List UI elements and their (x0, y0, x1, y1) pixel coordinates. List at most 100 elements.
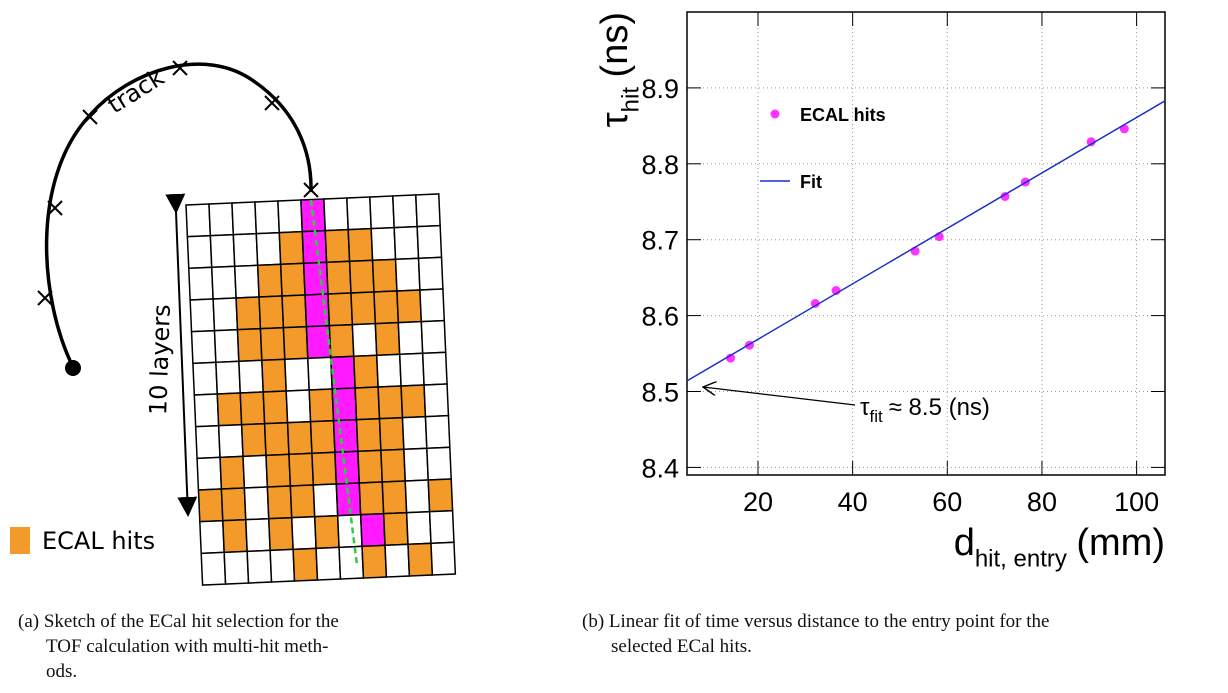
grid-cell (374, 321, 401, 357)
grid-cell (427, 478, 454, 513)
label-part: (ns) (594, 12, 636, 77)
grid-cell (255, 231, 282, 267)
grid-cell (359, 512, 386, 548)
grid-cell (313, 514, 340, 550)
grid-cell (220, 487, 247, 522)
grid-cell (351, 322, 378, 358)
x-tick-label: 80 (1027, 487, 1057, 517)
grid-cell (375, 353, 402, 388)
y-tick-label: 8.4 (641, 453, 679, 483)
track-start (65, 360, 81, 376)
y-axis-label: τhit (ns) (594, 12, 644, 127)
grid-cell (377, 385, 404, 420)
label-part: hit, entry (975, 545, 1067, 572)
y-tick-label: 8.5 (641, 378, 679, 408)
grid-cell (213, 328, 240, 364)
point (1086, 137, 1096, 147)
grid-cell (323, 197, 350, 232)
grid-cell (394, 257, 421, 292)
grid-cell (281, 294, 308, 329)
grid-cell (302, 261, 329, 296)
grid-cell (421, 351, 448, 386)
grid-cell (246, 549, 273, 584)
x-tick-label: 60 (932, 487, 962, 517)
caption-line: selected ECal hits. (611, 636, 752, 657)
grid-cell (219, 455, 246, 490)
legend-label: ECAL hits (800, 105, 886, 125)
grid-cell (405, 510, 432, 546)
grid-cell (407, 542, 434, 577)
grid-cell (223, 550, 250, 585)
legend-swatch (10, 527, 30, 554)
grid-cell (392, 194, 418, 229)
grid-cell (285, 389, 312, 424)
grid-cell (369, 195, 395, 230)
label-part: hit (617, 87, 644, 113)
grid-cell (189, 298, 216, 333)
grid-cell (371, 258, 398, 293)
captions: (a) Sketch of the ECal hit selection for… (18, 611, 1049, 682)
grid-cell (289, 484, 316, 519)
grid-cell (233, 264, 260, 299)
grid-cell (348, 259, 375, 294)
grid-cell (258, 295, 285, 330)
grid-cell (190, 329, 217, 365)
grid-cell (332, 418, 359, 454)
grid-cell (259, 326, 286, 362)
track-curve (44, 62, 313, 368)
fit-line (686, 100, 1166, 382)
grid-cell (266, 485, 293, 520)
grid-cell (398, 352, 425, 387)
label-part: τ (860, 394, 870, 421)
x-axis-label: dhit, entry (mm) (954, 522, 1165, 572)
grid-cell (380, 448, 407, 483)
x-tick-label: 40 (838, 487, 868, 517)
grid-cell (209, 233, 236, 269)
annotation-arrow (703, 387, 856, 406)
grid-cell (210, 265, 237, 300)
grid-cell (217, 423, 244, 459)
layers-arrow (165, 193, 198, 517)
chart: 20 40 60 80 100 8.4 8.5 8.6 8.7 8.8 8.9 ECAL hits Fi… (594, 11, 1166, 572)
grid-cell (424, 414, 451, 450)
grid-cell (278, 230, 305, 266)
grid-cell (357, 449, 384, 484)
grid-cell (419, 288, 446, 323)
grid-cell (208, 202, 235, 237)
grid-cell (393, 225, 420, 261)
grid-cell (354, 386, 381, 421)
grid-cell (292, 547, 319, 582)
grid-cell (242, 454, 269, 489)
grid-cell (265, 453, 292, 488)
grid-cell (200, 551, 227, 586)
caption-line: (b) Linear fit of time versus distance t… (582, 611, 1049, 632)
grid-cell (290, 515, 317, 551)
label-part: ≈ 8.5 (ns) (889, 394, 990, 421)
grid-cell (282, 325, 309, 361)
grid-cell (215, 360, 242, 395)
grid-cell (197, 488, 224, 523)
grid-cell (373, 290, 400, 325)
legend-label: ECAL hits (42, 527, 155, 555)
grid-cell (382, 511, 409, 547)
track-label: track (102, 63, 169, 119)
grid-cell (325, 260, 352, 295)
grid-cell (199, 519, 225, 555)
sketch: track 10 layers ECAL hits (10, 60, 457, 586)
caption-line: ods. (46, 661, 77, 682)
grid-cell (263, 421, 290, 457)
grid-cell (352, 354, 379, 389)
x-tick-label: 100 (1114, 487, 1159, 517)
grid-cell (185, 203, 212, 238)
track-crosses (37, 60, 319, 306)
grid-cell (186, 234, 213, 270)
grid-cell (262, 390, 289, 425)
point (810, 298, 820, 308)
grid-cell (378, 416, 405, 452)
grid-cell (277, 199, 304, 234)
grid-cell (358, 481, 385, 516)
grid-cell (267, 516, 294, 552)
grid-cell (312, 483, 339, 518)
layers-label: 10 layers (144, 304, 176, 416)
